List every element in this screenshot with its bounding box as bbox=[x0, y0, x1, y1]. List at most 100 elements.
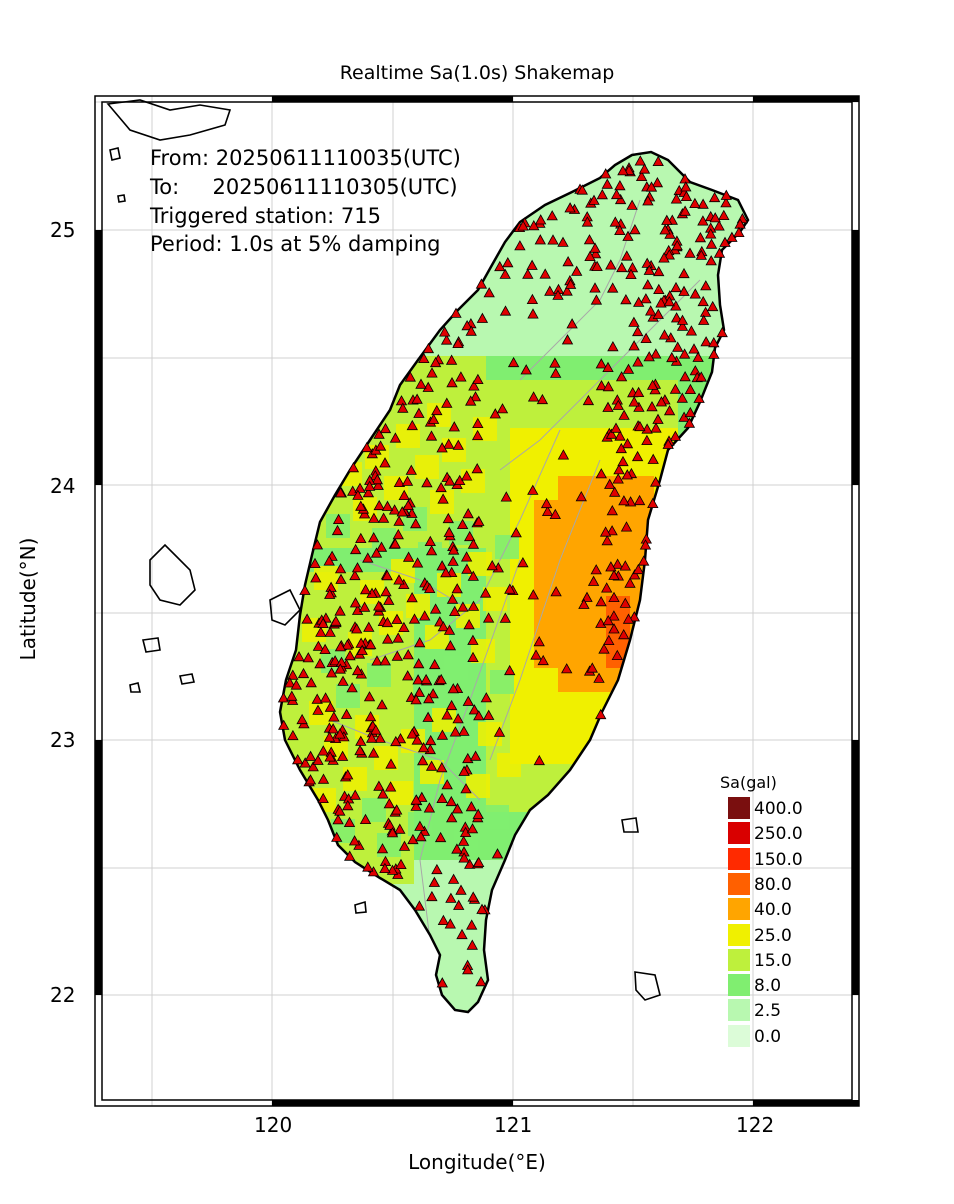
station-marker bbox=[346, 682, 358, 693]
station-marker bbox=[547, 234, 559, 245]
station-marker bbox=[319, 643, 331, 654]
intensity-cell bbox=[558, 644, 583, 669]
station-marker bbox=[426, 890, 438, 902]
station-marker bbox=[608, 610, 620, 621]
station-marker bbox=[610, 422, 622, 433]
station-marker bbox=[461, 319, 473, 331]
station-marker bbox=[337, 675, 349, 686]
station-marker bbox=[611, 558, 624, 569]
station-marker bbox=[544, 285, 556, 296]
station-marker bbox=[402, 499, 414, 510]
station-marker bbox=[452, 337, 464, 348]
intensity-cell bbox=[534, 332, 559, 357]
station-marker bbox=[635, 170, 648, 181]
station-marker bbox=[441, 709, 453, 720]
station-marker bbox=[530, 649, 542, 660]
station-marker bbox=[641, 434, 653, 445]
station-marker bbox=[601, 534, 613, 546]
station-marker bbox=[423, 692, 435, 704]
station-marker bbox=[514, 240, 526, 251]
station-marker bbox=[571, 265, 583, 276]
legend-label: 150.0 bbox=[754, 849, 803, 870]
intensity-cell bbox=[510, 452, 535, 477]
intensity-cell bbox=[432, 708, 456, 732]
station-marker bbox=[457, 601, 469, 612]
station-marker bbox=[614, 193, 627, 205]
station-marker bbox=[539, 268, 551, 279]
intensity-cell bbox=[534, 668, 559, 693]
intensity-cell bbox=[606, 332, 631, 357]
intensity-cell bbox=[558, 692, 583, 717]
station-marker bbox=[621, 437, 634, 449]
station-marker bbox=[427, 413, 440, 424]
station-marker bbox=[650, 422, 662, 433]
station-marker bbox=[467, 891, 479, 902]
station-marker bbox=[396, 506, 408, 517]
station-marker bbox=[479, 587, 492, 598]
station-marker bbox=[446, 593, 459, 604]
station-marker bbox=[312, 704, 324, 715]
station-marker bbox=[605, 259, 617, 270]
intensity-cell bbox=[534, 548, 559, 573]
intensity-cell bbox=[582, 476, 607, 501]
station-marker bbox=[619, 560, 631, 571]
station-marker bbox=[606, 504, 618, 516]
station-marker bbox=[460, 783, 472, 794]
frame-band bbox=[272, 1100, 513, 1106]
station-marker bbox=[502, 256, 514, 268]
station-marker bbox=[351, 623, 363, 634]
station-marker bbox=[323, 555, 335, 566]
station-marker bbox=[676, 320, 689, 331]
legend-label: 250.0 bbox=[754, 824, 803, 845]
station-marker bbox=[684, 406, 696, 418]
station-marker bbox=[456, 928, 468, 940]
station-marker bbox=[452, 713, 464, 724]
station-marker bbox=[663, 295, 675, 307]
legend-swatch bbox=[728, 974, 750, 997]
station-marker bbox=[418, 352, 430, 363]
frame-band bbox=[852, 230, 859, 485]
station-marker bbox=[586, 662, 598, 673]
station-marker bbox=[607, 340, 619, 352]
frame-band bbox=[95, 740, 102, 995]
station-marker bbox=[535, 214, 547, 225]
intensity-cell bbox=[444, 656, 468, 680]
station-marker bbox=[395, 858, 407, 869]
station-marker bbox=[564, 278, 577, 289]
station-marker bbox=[609, 486, 621, 497]
station-marker bbox=[590, 564, 602, 575]
station-marker bbox=[417, 754, 429, 766]
station-marker bbox=[546, 210, 558, 221]
frame-band bbox=[272, 96, 513, 102]
station-marker bbox=[398, 840, 411, 851]
station-marker bbox=[391, 650, 403, 661]
river-line bbox=[419, 559, 521, 941]
y-tick-label: 24 bbox=[50, 474, 76, 498]
station-marker bbox=[383, 594, 395, 605]
station-marker bbox=[392, 632, 404, 643]
intensity-cell bbox=[534, 524, 559, 549]
station-marker bbox=[640, 332, 652, 343]
station-marker bbox=[334, 487, 347, 498]
station-marker bbox=[652, 155, 664, 166]
station-marker bbox=[658, 252, 670, 263]
frame-band bbox=[95, 230, 102, 485]
station-marker bbox=[602, 380, 615, 392]
legend-label: 8.0 bbox=[754, 976, 782, 997]
station-marker bbox=[716, 326, 728, 338]
station-marker bbox=[533, 635, 545, 647]
station-marker bbox=[437, 493, 449, 504]
frame-band bbox=[753, 96, 859, 102]
station-marker bbox=[422, 342, 435, 354]
station-marker bbox=[286, 690, 298, 701]
station-marker bbox=[355, 735, 367, 746]
station-marker bbox=[332, 513, 345, 524]
station-marker bbox=[358, 601, 371, 612]
station-marker bbox=[458, 765, 470, 776]
station-marker bbox=[527, 308, 539, 319]
station-marker bbox=[317, 792, 329, 803]
station-marker bbox=[373, 428, 385, 439]
station-marker bbox=[653, 265, 665, 277]
legend-swatch bbox=[728, 898, 750, 921]
station-marker bbox=[652, 308, 664, 319]
